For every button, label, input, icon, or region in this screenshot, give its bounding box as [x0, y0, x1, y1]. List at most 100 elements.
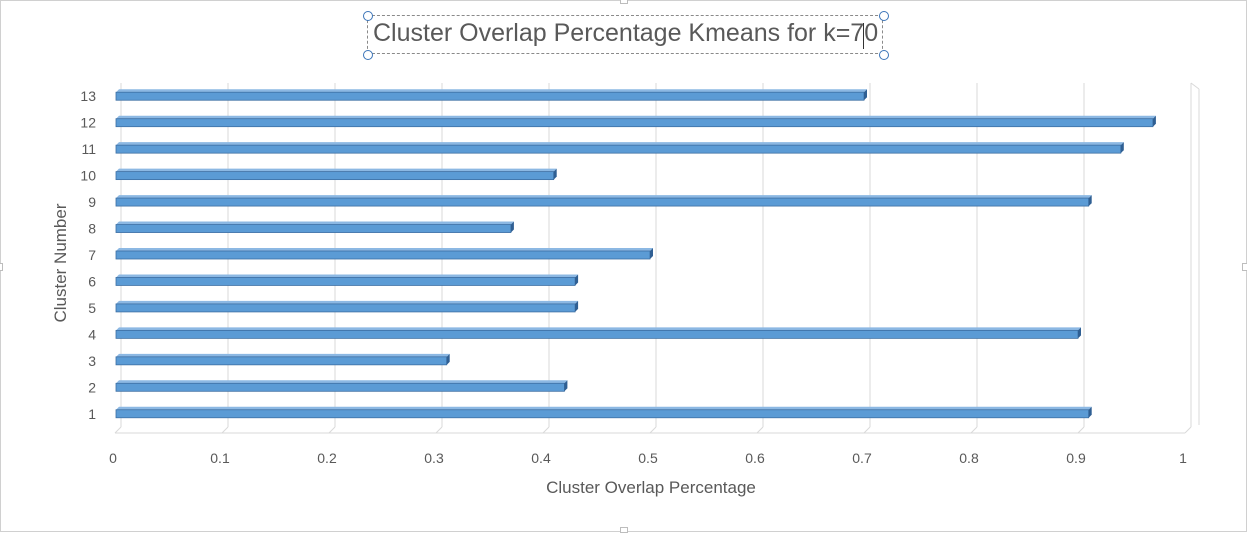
bar-top-face: [116, 89, 867, 93]
bar-end-face: [1088, 406, 1092, 418]
bar-cluster-3[interactable]: [115, 353, 450, 366]
y-tick-label: 13: [80, 88, 96, 104]
floor-tick: [221, 426, 229, 434]
x-tick-label: 0.6: [745, 450, 765, 466]
side-wall-top: [1190, 82, 1200, 90]
x-tick-label: 0.3: [424, 450, 444, 466]
floor-tick: [542, 426, 550, 434]
bar-cluster-7[interactable]: [115, 248, 653, 260]
bar-front-face: [115, 382, 565, 392]
y-tick-label: 5: [88, 300, 96, 316]
x-tick-label: 0.1: [210, 450, 230, 466]
x-tick-label: 0.2: [317, 450, 337, 466]
y-tick-label: 1: [88, 406, 96, 422]
floor-tick: [756, 426, 764, 434]
frame-handle-top[interactable]: [620, 0, 628, 4]
bar-cluster-12[interactable]: [115, 115, 1156, 128]
bar-cluster-5[interactable]: [115, 300, 579, 313]
bar-front-face: [115, 277, 576, 286]
y-tick-label: 8: [88, 221, 96, 237]
bar-front-face: [115, 356, 448, 366]
floor-tick: [114, 426, 122, 434]
bar-top-face: [116, 168, 557, 172]
bar-top-face: [116, 195, 1092, 199]
bar-end-face: [1120, 142, 1124, 154]
bar-top-face: [116, 248, 653, 251]
y-tick-label: 9: [88, 194, 96, 210]
plot-floor: [114, 82, 1200, 434]
x-tick-label: 0.9: [1066, 450, 1086, 466]
x-tick-label: 0.8: [959, 450, 979, 466]
y-tick-label: 7: [88, 247, 96, 263]
bar-top-face: [116, 221, 514, 225]
y-tick-label: 6: [88, 273, 96, 289]
floor-tick: [970, 426, 978, 434]
bar-series: [115, 89, 1156, 419]
bar-end-face: [575, 300, 579, 312]
bar-top-face: [116, 327, 1081, 331]
bar-cluster-2[interactable]: [115, 380, 568, 392]
bar-top-face: [116, 142, 1124, 146]
chart-title[interactable]: Cluster Overlap Percentage Kmeans for k=…: [373, 19, 879, 47]
x-tick-labels: 0 0.1 0.2 0.3 0.4 0.5 0.6 0.7 0.8 0.9 1: [109, 450, 1187, 466]
floor-tick: [328, 426, 336, 434]
bar-cluster-11[interactable]: [115, 142, 1124, 154]
y-tick-label: 3: [88, 353, 96, 369]
bar-end-face: [553, 168, 557, 180]
bar-cluster-1[interactable]: [115, 406, 1092, 419]
text-cursor: [863, 23, 864, 49]
title-handle-top-right[interactable]: [879, 11, 889, 21]
bar-end-face: [1088, 195, 1092, 207]
bar-front-face: [115, 329, 1079, 339]
y-tick-label: 4: [88, 326, 96, 342]
bar-cluster-6[interactable]: [115, 274, 579, 286]
bar-top-face: [116, 115, 1156, 119]
bar-end-face: [650, 248, 653, 259]
bar-front-face: [115, 118, 1154, 128]
title-handle-bottom-right[interactable]: [879, 50, 889, 60]
title-handle-bottom-left[interactable]: [363, 50, 373, 60]
y-tick-label: 2: [88, 379, 96, 395]
bar-front-face: [115, 197, 1090, 207]
y-axis-label: Cluster Number: [51, 203, 70, 322]
floor-tick: [649, 426, 657, 434]
bar-end-face: [575, 274, 579, 286]
bar-end-face: [510, 221, 514, 233]
x-tick-label: 0.4: [531, 450, 551, 466]
bar-cluster-9[interactable]: [115, 195, 1092, 207]
bar-top-face: [116, 300, 579, 304]
bar-cluster-4[interactable]: [115, 327, 1081, 339]
x-tick-label: 1: [1179, 450, 1187, 466]
y-tick-label: 12: [80, 115, 96, 131]
bar-cluster-8[interactable]: [115, 221, 514, 233]
bar-front-face: [115, 409, 1090, 419]
bar-cluster-13[interactable]: [115, 89, 867, 101]
x-tick-label: 0.7: [852, 450, 872, 466]
bar-front-face: [115, 224, 512, 233]
frame-handle-right[interactable]: [1242, 263, 1247, 271]
bar-front-face: [115, 171, 555, 181]
title-handle-top-left[interactable]: [363, 11, 373, 21]
x-axis-label: Cluster Overlap Percentage: [546, 478, 756, 497]
bar-top-face: [116, 353, 450, 357]
bar-end-face: [1078, 327, 1081, 339]
floor-tick: [1077, 426, 1085, 434]
frame-handle-left[interactable]: [0, 263, 3, 271]
bar-front-face: [115, 303, 576, 313]
bar-front-face: [115, 144, 1122, 154]
bar-end-face: [864, 89, 867, 101]
bar-end-face: [564, 380, 568, 392]
x-tick-label: 0.5: [638, 450, 658, 466]
floor-tick: [435, 426, 443, 434]
bar-cluster-10[interactable]: [115, 168, 557, 181]
bar-top-face: [116, 380, 568, 384]
chart-title-box[interactable]: [367, 15, 883, 54]
floor-tick: [1184, 426, 1192, 434]
bar-front-face: [115, 91, 865, 101]
bar-end-face: [1152, 115, 1156, 127]
bar-end-face: [446, 353, 450, 365]
bar-top-face: [116, 274, 579, 278]
